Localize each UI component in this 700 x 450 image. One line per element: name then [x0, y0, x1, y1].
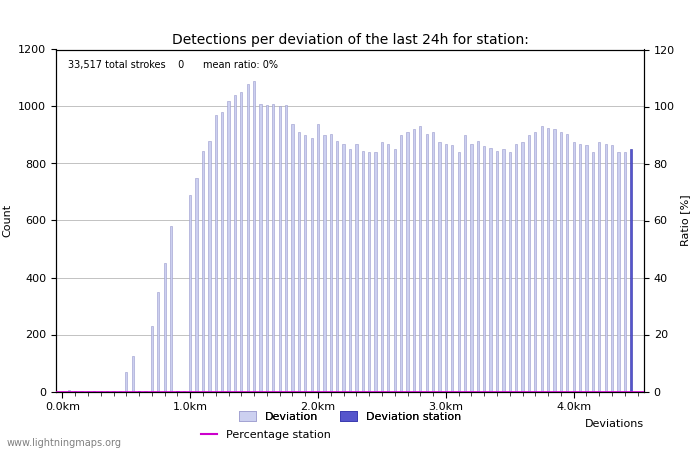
Bar: [617, 152, 620, 392]
Bar: [438, 142, 440, 392]
Bar: [279, 107, 281, 392]
Bar: [119, 391, 121, 392]
Bar: [579, 144, 581, 392]
Bar: [534, 132, 536, 392]
Text: www.lightningmaps.org: www.lightningmaps.org: [7, 438, 122, 448]
Bar: [221, 112, 223, 392]
Bar: [285, 105, 287, 392]
Bar: [573, 142, 575, 392]
Bar: [125, 372, 127, 392]
Bar: [253, 81, 256, 392]
Bar: [246, 84, 249, 391]
Bar: [630, 149, 632, 392]
Y-axis label: Ratio [%]: Ratio [%]: [680, 195, 690, 246]
Bar: [566, 134, 568, 392]
Bar: [68, 390, 70, 392]
Bar: [74, 391, 76, 392]
Bar: [215, 115, 217, 392]
Bar: [311, 138, 313, 392]
Bar: [624, 152, 626, 392]
Bar: [272, 104, 274, 392]
Bar: [157, 292, 160, 392]
Bar: [150, 326, 153, 392]
Bar: [93, 391, 95, 392]
Bar: [560, 132, 562, 392]
Bar: [374, 152, 377, 392]
Bar: [547, 128, 550, 392]
Bar: [164, 263, 166, 392]
Bar: [208, 141, 211, 392]
Bar: [170, 226, 172, 392]
Bar: [138, 391, 140, 392]
Bar: [266, 105, 268, 392]
Bar: [183, 391, 185, 392]
Bar: [522, 142, 524, 392]
Bar: [132, 356, 134, 392]
Bar: [540, 126, 543, 392]
Legend: Percentage station: Percentage station: [196, 425, 336, 445]
Bar: [113, 391, 115, 392]
Bar: [515, 144, 517, 392]
Bar: [489, 148, 492, 392]
Bar: [419, 126, 421, 392]
Bar: [195, 178, 198, 392]
Bar: [240, 92, 242, 392]
Bar: [323, 135, 326, 392]
Bar: [477, 141, 479, 392]
Bar: [80, 391, 83, 392]
Bar: [444, 144, 447, 392]
Bar: [426, 134, 428, 392]
Bar: [509, 152, 511, 392]
Title: Detections per deviation of the last 24h for station:: Detections per deviation of the last 24h…: [172, 33, 528, 47]
Bar: [355, 144, 358, 392]
Bar: [554, 129, 556, 391]
Bar: [368, 152, 370, 392]
Bar: [470, 144, 473, 392]
Bar: [464, 135, 466, 392]
Bar: [298, 132, 300, 392]
Bar: [496, 151, 498, 392]
Y-axis label: Count: Count: [3, 204, 13, 237]
Bar: [585, 145, 587, 392]
Bar: [432, 132, 434, 392]
Bar: [144, 391, 146, 392]
Bar: [598, 142, 601, 392]
Bar: [317, 124, 319, 392]
Bar: [349, 149, 351, 392]
Bar: [87, 391, 89, 392]
Bar: [413, 129, 415, 391]
Bar: [407, 132, 409, 392]
Bar: [400, 135, 402, 392]
Bar: [502, 149, 505, 392]
Bar: [387, 144, 389, 392]
Bar: [330, 134, 332, 392]
Bar: [528, 135, 530, 392]
Text: Deviations: Deviations: [585, 419, 644, 429]
Bar: [234, 95, 236, 392]
Bar: [260, 104, 262, 392]
Bar: [592, 152, 594, 392]
Bar: [451, 145, 454, 392]
Bar: [291, 124, 293, 392]
Bar: [381, 142, 383, 392]
Bar: [362, 151, 364, 392]
Bar: [228, 101, 230, 392]
Bar: [304, 135, 307, 392]
Bar: [106, 391, 108, 392]
Text: 33,517 total strokes    0      mean ratio: 0%: 33,517 total strokes 0 mean ratio: 0%: [68, 60, 278, 70]
Bar: [99, 391, 102, 392]
Bar: [189, 195, 191, 392]
Legend: Deviation, Deviation station: Deviation, Deviation station: [234, 407, 466, 427]
Bar: [176, 391, 178, 392]
Bar: [342, 144, 345, 392]
Bar: [483, 146, 485, 392]
Bar: [202, 151, 204, 392]
Bar: [393, 149, 396, 392]
Bar: [611, 145, 613, 392]
Bar: [605, 144, 607, 392]
Bar: [336, 141, 338, 392]
Bar: [458, 152, 460, 392]
